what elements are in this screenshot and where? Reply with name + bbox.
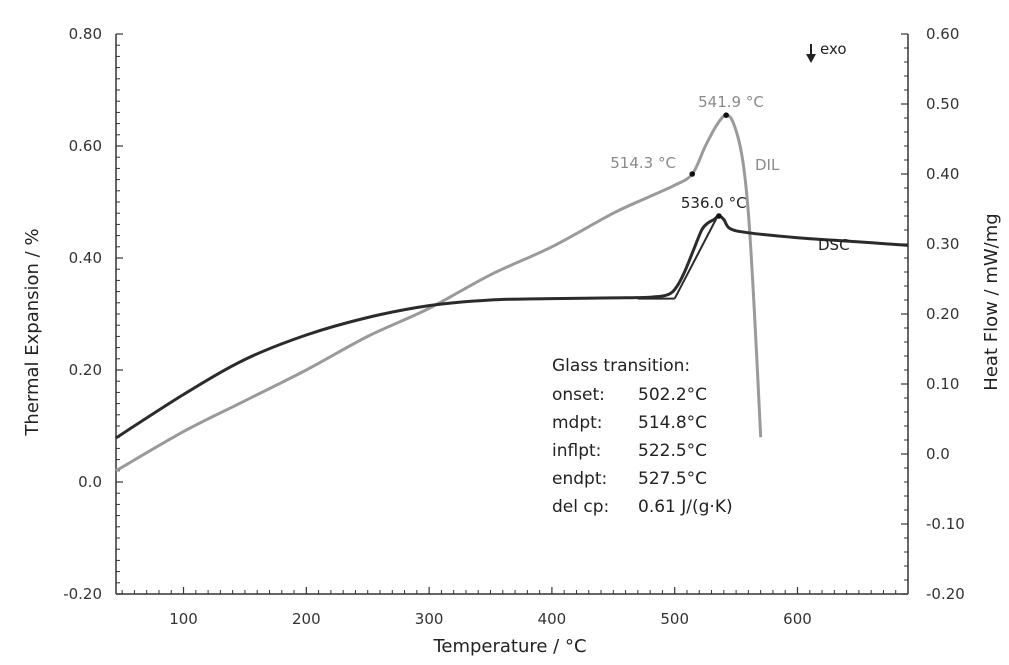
- x-tick-label: 300: [415, 610, 444, 628]
- x-tick-label: 500: [660, 610, 689, 628]
- series-line-dsc: [115, 214, 909, 440]
- gt-row-label: onset:: [552, 385, 605, 405]
- y-left-tick-label: 0.20: [69, 361, 102, 379]
- exo-indicator: exo: [806, 40, 847, 63]
- annotation-label: 514.3 °C: [610, 154, 676, 172]
- y-axis-left-title: Thermal Expansion / %: [22, 228, 43, 436]
- glass-transition-box: Glass transition: onset: 502.2°C mdpt: 5…: [552, 356, 733, 517]
- series-label-dsc: DSC: [818, 236, 850, 254]
- series-label-dil: DIL: [755, 156, 780, 174]
- series-layer: [115, 113, 909, 473]
- gt-row-label: endpt:: [552, 469, 607, 489]
- glass-transition-title: Glass transition:: [552, 356, 690, 376]
- y-right-tick-label: -0.10: [926, 515, 965, 533]
- y-right-tick-label: 0.30: [926, 235, 959, 253]
- y-left-tick-label: 0.40: [69, 249, 102, 267]
- y-right-tick-label: -0.20: [926, 585, 965, 603]
- gt-row-label: mdpt:: [552, 413, 603, 433]
- y-left-tick-label: 0.80: [69, 25, 102, 43]
- annotation-label: 536.0 °C: [681, 194, 747, 212]
- annotation-point: [723, 112, 729, 118]
- x-axis-title: Temperature / °C: [432, 636, 586, 657]
- y-right-tick-label: 0.50: [926, 95, 959, 113]
- annotation-label: 541.9 °C: [698, 93, 764, 111]
- dsc-tangent-line: [673, 215, 719, 300]
- gt-row-label: del cp:: [552, 497, 609, 517]
- x-tick-label: 100: [169, 610, 198, 628]
- plot-frame: [115, 34, 909, 595]
- y-left-tick-label: -0.20: [63, 585, 102, 603]
- gt-row-value: 0.61 J/(g·K): [638, 497, 733, 517]
- y-right-tick-label: 0.10: [926, 375, 959, 393]
- annotation-point: [716, 213, 722, 219]
- y-left-tick-label: 0.60: [69, 137, 102, 155]
- gt-row-value: 514.8°C: [638, 413, 707, 433]
- gt-row-value: 522.5°C: [638, 441, 707, 461]
- x-tick-label: 600: [783, 610, 812, 628]
- gt-row-value: 502.2°C: [638, 385, 707, 405]
- x-tick-label: 200: [292, 610, 321, 628]
- y-right-tick-label: 0.40: [926, 165, 959, 183]
- y-left-tick-label: 0.0: [78, 473, 102, 491]
- annotation-point: [689, 171, 696, 177]
- series-line-dil: [115, 113, 763, 473]
- y-axis-right-title: Heat Flow / mW/mg: [981, 213, 1002, 390]
- x-axis: 100 200 300 400 500 600: [121, 587, 909, 628]
- gt-row-label: inflpt:: [552, 441, 601, 461]
- y-axis-left: -0.20 0.0 0.20 0.40 0.60 0.80: [63, 25, 123, 603]
- y-axis-right: -0.20 -0.10 0.0 0.10 0.20 0.30 0.40 0.50 0.60: [901, 25, 965, 603]
- y-right-tick-label: 0.20: [926, 305, 959, 323]
- y-right-tick-label: 0.0: [926, 445, 950, 463]
- annotation-layer: 514.3 °C 541.9 °C 536.0 °C: [610, 93, 764, 219]
- exo-label: exo: [820, 40, 847, 58]
- gt-row-value: 527.5°C: [638, 469, 707, 489]
- exo-arrowhead-icon: [806, 54, 816, 63]
- y-right-tick-label: 0.60: [926, 25, 959, 43]
- x-tick-label: 400: [538, 610, 567, 628]
